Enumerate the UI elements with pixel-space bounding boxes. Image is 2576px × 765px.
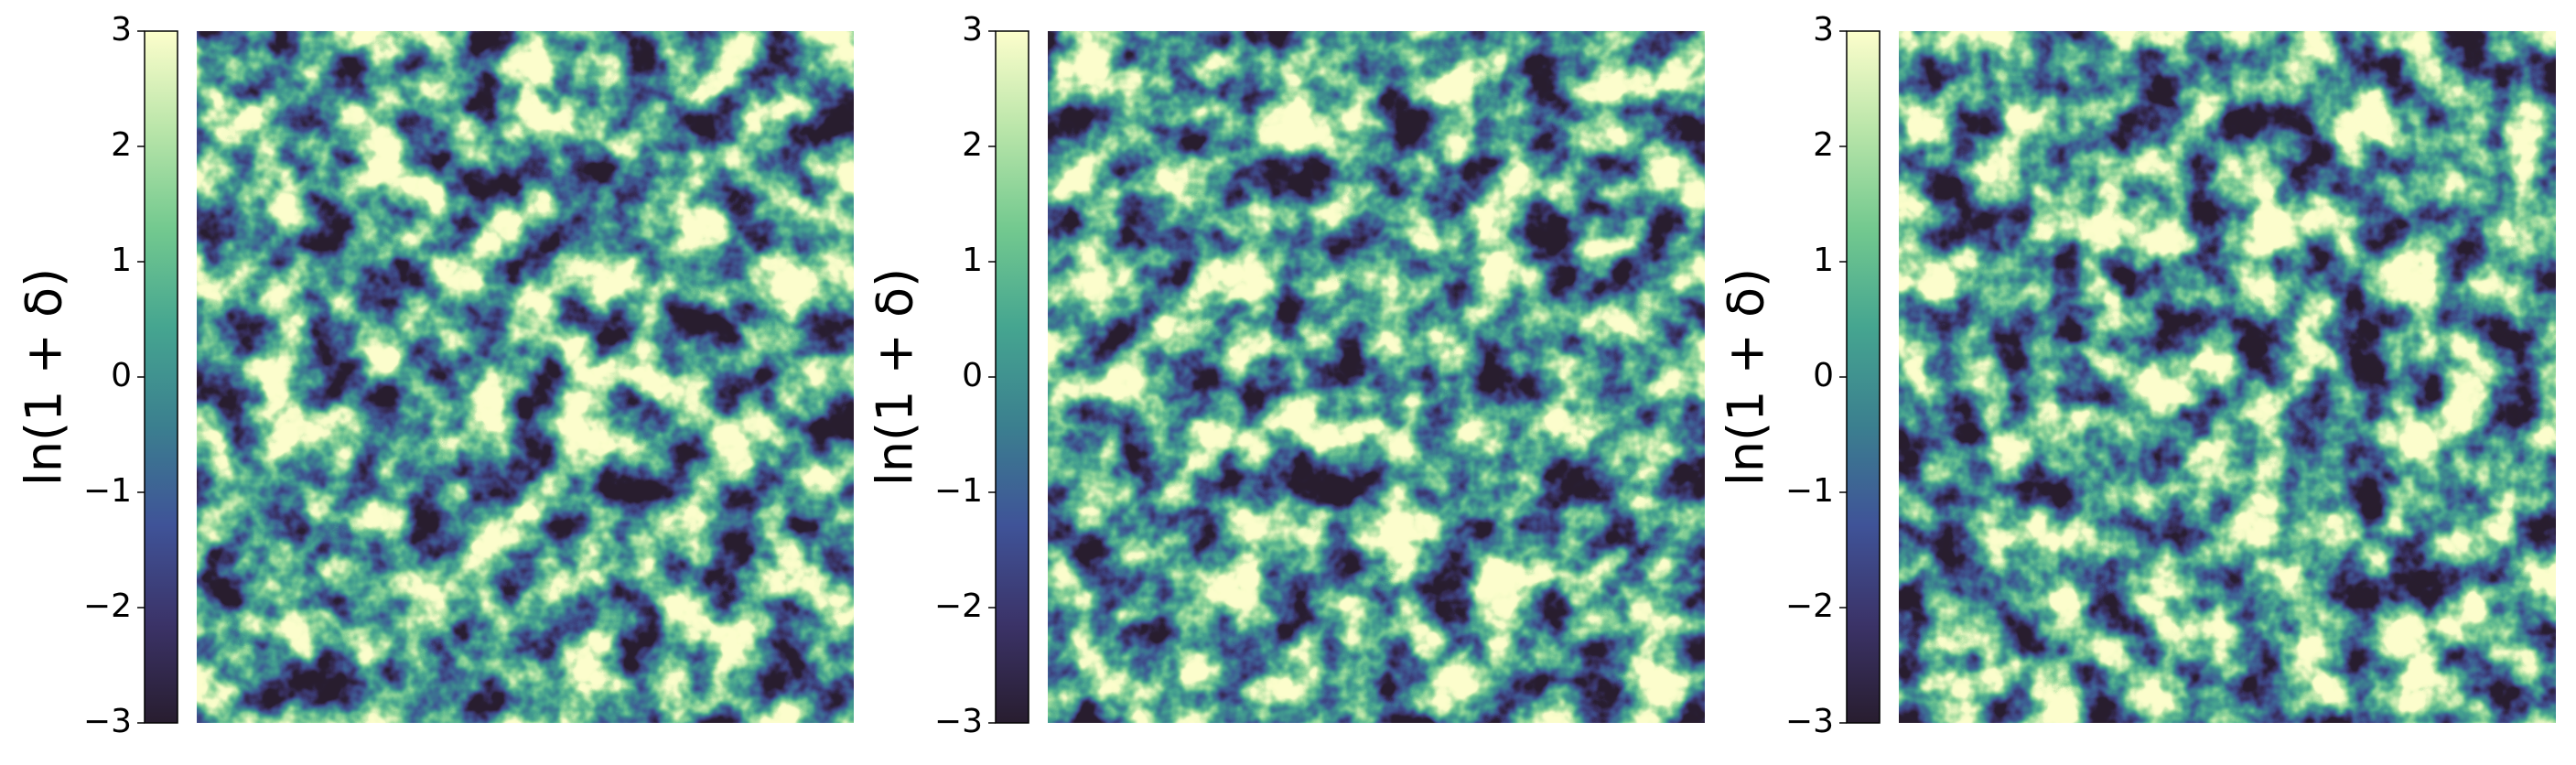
tick-label: −1 [1785,472,1834,510]
tick-label: 3 [1813,11,1834,48]
heatmap-image [1048,31,1705,723]
tick-label: 0 [111,357,132,394]
tick-label: −2 [83,587,132,625]
tick-label: 3 [962,11,983,48]
colorbar-label: ln(1 + δ) [867,268,924,486]
colorbar-label: ln(1 + δ) [1718,268,1775,486]
tick-label: 0 [962,357,983,394]
colorbar [1846,30,1881,724]
tick-label: −3 [934,703,983,740]
tick-label: 1 [1813,242,1834,279]
tick-label: 2 [962,126,983,164]
tick-label: 1 [962,242,983,279]
colorbar [995,30,1029,724]
tick-label: −2 [1785,587,1834,625]
tick-label: −2 [934,587,983,625]
tick-label: 2 [111,126,132,164]
tick-label: −3 [1785,703,1834,740]
heatmap-image [197,31,854,723]
tick-label: 1 [111,242,132,279]
colorbar [144,30,178,724]
tick-label: −3 [83,703,132,740]
colorbar-label: ln(1 + δ) [16,268,73,486]
tick-label: −1 [83,472,132,510]
tick-label: 3 [111,11,132,48]
tick-label: 0 [1813,357,1834,394]
heatmap-image [1899,31,2556,723]
tick-label: −1 [934,472,983,510]
tick-label: 2 [1813,126,1834,164]
